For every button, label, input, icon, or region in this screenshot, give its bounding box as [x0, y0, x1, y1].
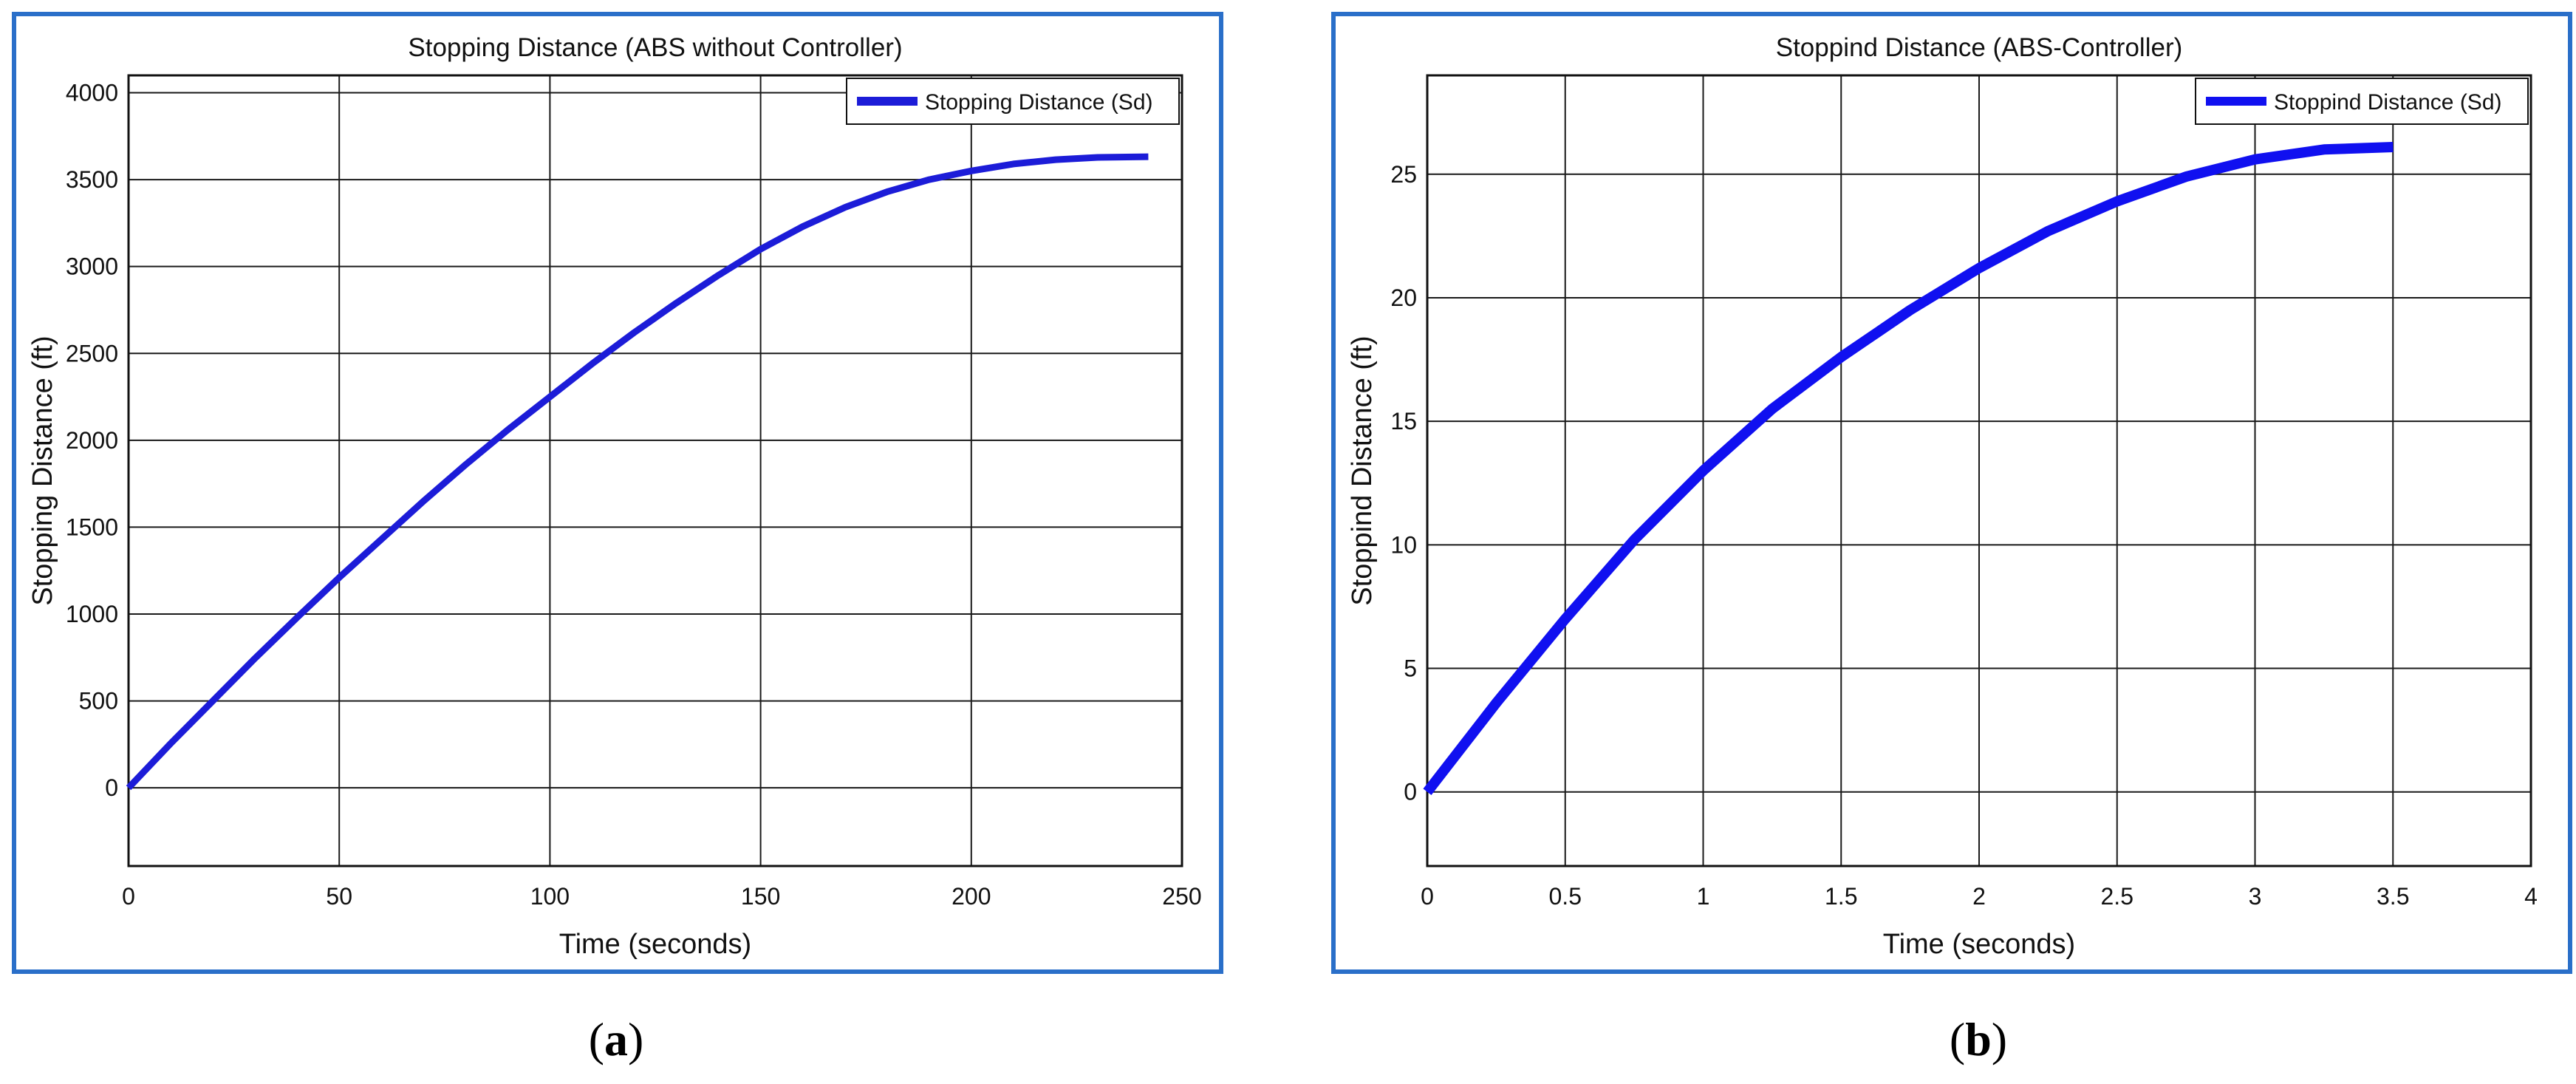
x-tick-label: 4 [2524, 883, 2538, 910]
x-tick-label: 3 [2249, 883, 2262, 910]
chart-title: Stopping Distance (ABS without Controlle… [408, 33, 902, 62]
x-tick-label: 100 [530, 883, 570, 910]
y-tick-label: 3000 [66, 253, 118, 280]
x-tick-label: 3.5 [2377, 883, 2409, 910]
y-tick-label: 20 [1390, 284, 1417, 311]
y-tick-label: 500 [79, 688, 118, 715]
y-tick-label: 25 [1390, 161, 1417, 188]
legend: Stopping Distance (Sd) [846, 78, 1180, 125]
x-tick-label: 200 [952, 883, 991, 910]
plot-frame [1426, 74, 2532, 867]
chart-panel-b: 0 0.5 1 1.5 2 2.5 3 3.5 4 0 5 10 15 20 25 Stoppind Dist… [1331, 12, 2572, 974]
panel-label-a: a [604, 1013, 628, 1066]
x-tick-label: 0 [1421, 883, 1434, 910]
y-tick-label: 10 [1390, 531, 1417, 558]
y-tick-label: 3500 [66, 166, 118, 193]
x-tick-label: 0 [122, 883, 135, 910]
y-tick-label: 15 [1390, 408, 1417, 434]
y-tick-label: 4000 [66, 80, 118, 106]
x-tick-label: 0.5 [1549, 883, 1582, 910]
y-tick-label: 2500 [66, 340, 118, 367]
panel-caption-b: (b) [1949, 1013, 2008, 1066]
chart-panel-a: 0 50 100 150 200 250 0 500 1000 1500 2000 2500 3000 3… [12, 12, 1223, 974]
legend-label: Stoppind Distance (Sd) [2274, 90, 2502, 115]
x-tick-label: 50 [326, 883, 352, 910]
y-axis-label: Stoppind Distance (ft) [1347, 335, 1378, 605]
x-tick-label: 1 [1697, 883, 1710, 910]
chart-a: 0 50 100 150 200 2500500100015002000250030003… [27, 33, 1202, 960]
panel-caption-a: (a) [588, 1013, 644, 1066]
y-tick-label: 1000 [66, 601, 118, 627]
legend-label: Stopping Distance (Sd) [925, 90, 1153, 115]
x-tick-label: 2 [1972, 883, 1986, 910]
x-tick-label: 250 [1162, 883, 1201, 910]
series-line [126, 153, 1149, 791]
series-line [1423, 142, 2394, 795]
x-tick-label: 150 [741, 883, 780, 910]
panel-label-b: b [1965, 1013, 1992, 1066]
x-axis-label: Time (seconds) [1883, 929, 2075, 960]
y-axis-label: Stopping Distance (ft) [27, 335, 58, 605]
chart-b: 0 0.5 1 1.5 2 2.5 3 3.5 4 0 5 10 15 20 25 Stoppind Dist… [1347, 33, 2538, 960]
chart-title: Stoppind Distance (ABS-Controller) [1776, 33, 2183, 62]
y-tick-label: 5 [1404, 655, 1417, 682]
x-axis-label: Time (seconds) [559, 929, 751, 960]
y-tick-label: 1500 [66, 514, 118, 540]
plot-area [129, 75, 1182, 866]
y-tick-label: 2000 [66, 427, 118, 454]
plot-frame [127, 74, 1183, 867]
y-tick-label: 0 [105, 774, 118, 801]
x-tick-label: 1.5 [1825, 883, 1857, 910]
legend: Stoppind Distance (Sd) [2195, 78, 2529, 125]
y-tick-label: 0 [1404, 779, 1417, 805]
x-tick-label: 2.5 [2101, 883, 2133, 910]
